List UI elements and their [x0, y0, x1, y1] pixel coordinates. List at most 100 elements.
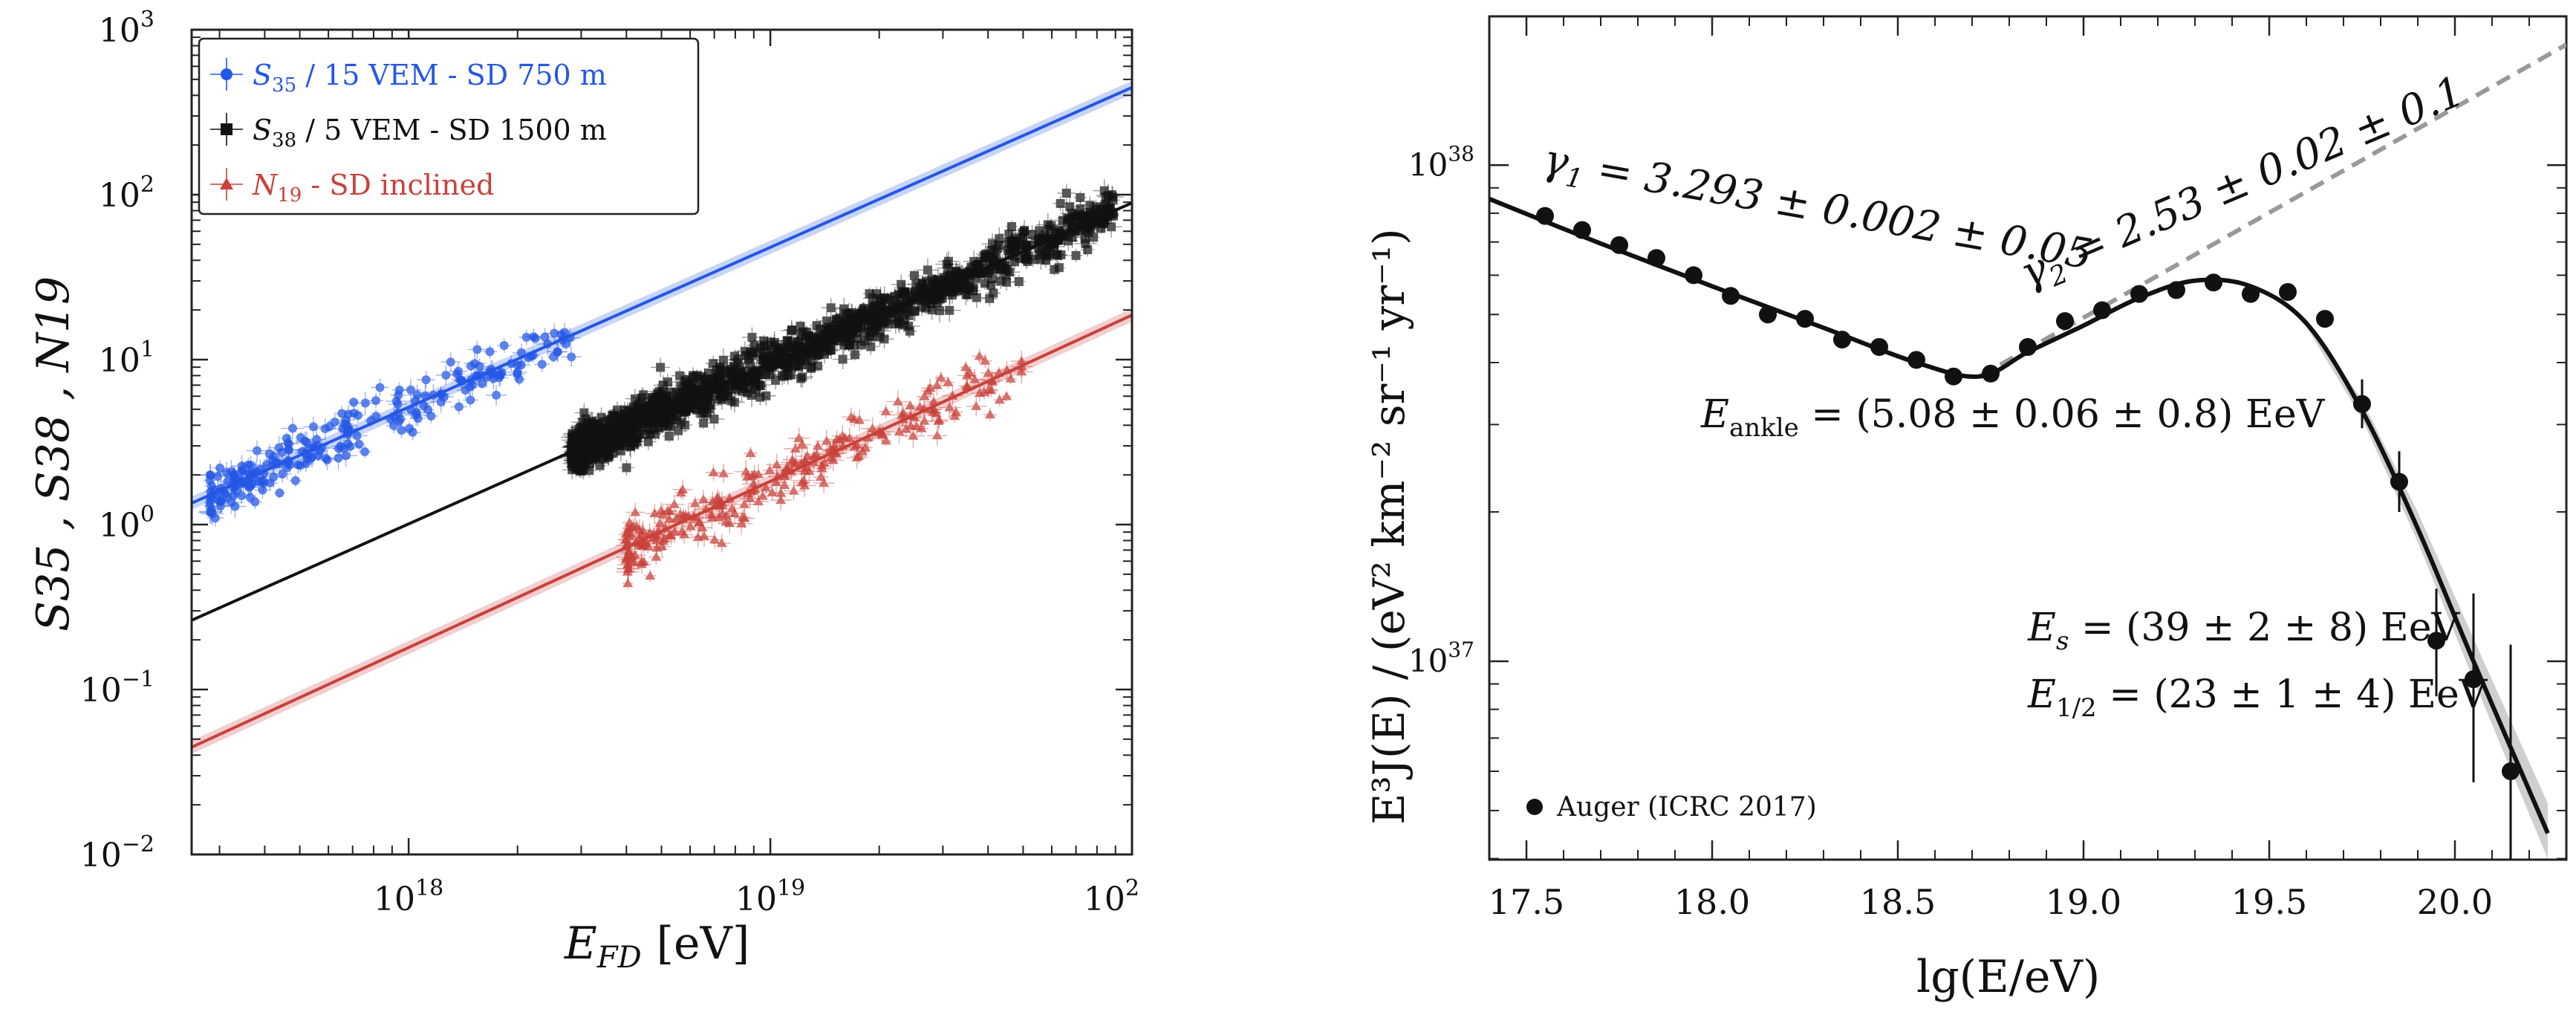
data-point-circle [358, 445, 371, 458]
data-point-circle [560, 337, 572, 350]
marker-circle [261, 460, 271, 470]
marker-circle [360, 398, 370, 408]
data-point-circle [468, 340, 487, 359]
marker-square [943, 263, 953, 273]
marker-circle [516, 348, 526, 357]
data-point-circle [296, 431, 318, 454]
data-point-square [793, 327, 808, 343]
marker-circle [394, 385, 404, 395]
marker-circle [296, 461, 305, 470]
data-point-circle [449, 362, 468, 381]
marker-circle [528, 351, 538, 360]
marker-circle [205, 501, 215, 510]
marker-circle [492, 390, 501, 400]
data-point-square [1036, 212, 1060, 237]
data-point-square [795, 320, 807, 332]
marker-circle [215, 463, 225, 473]
data-point-square [920, 276, 932, 287]
marker-circle [312, 441, 322, 450]
marker-circle [216, 484, 226, 493]
marker-circle [477, 379, 487, 389]
marker-circle [404, 424, 414, 433]
data-point-circle [305, 434, 329, 457]
marker-circle [406, 405, 416, 415]
data-point-square [821, 298, 841, 318]
data-point-circle [263, 450, 282, 470]
marker-circle [221, 468, 231, 478]
marker-circle [499, 340, 509, 350]
marker-circle [337, 409, 347, 418]
data-point-circle [247, 494, 262, 510]
data-point-circle [282, 456, 299, 473]
data-point-circle [247, 440, 267, 461]
marker-circle [267, 455, 277, 464]
marker-circle [529, 332, 539, 342]
marker-square [985, 265, 995, 275]
marker-circle [341, 451, 351, 461]
data-point-circle [561, 346, 582, 368]
data-point-circle [482, 344, 498, 360]
marker-circle [454, 402, 464, 412]
data-point-circle [526, 348, 541, 363]
marker-circle [556, 330, 566, 340]
marker-circle [553, 347, 562, 357]
marker-square [664, 432, 674, 441]
data-point-circle [482, 364, 498, 380]
marker-circle [334, 453, 343, 463]
marker-circle [420, 391, 430, 400]
marker-circle [454, 366, 464, 376]
marker-circle [256, 464, 265, 474]
marker-circle [322, 455, 332, 464]
data-point-square [651, 357, 670, 377]
marker-circle [436, 389, 446, 399]
data-point-circle [536, 328, 554, 346]
data-point-circle [331, 441, 346, 455]
marker-circle [513, 360, 522, 370]
marker-circle [543, 339, 553, 348]
marker-circle [457, 375, 466, 385]
marker-circle [397, 426, 406, 435]
data-point-circle [471, 358, 488, 374]
marker-circle [296, 432, 305, 442]
marker-circle [371, 396, 381, 406]
marker-circle [302, 438, 311, 447]
marker-circle [537, 360, 547, 369]
data-point-square [619, 460, 634, 476]
data-point-circle [440, 351, 461, 372]
data-point-circle [496, 338, 512, 353]
data-point-square [1053, 195, 1068, 212]
marker-circle [349, 398, 359, 407]
data-point-circle [386, 390, 407, 412]
data-point-circle [544, 322, 565, 344]
data-point-circle [510, 358, 524, 372]
data-point-circle [214, 495, 227, 507]
marker-circle [472, 345, 482, 354]
data-point-circle [303, 416, 324, 437]
marker-circle [391, 397, 401, 406]
marker-square [1006, 222, 1016, 232]
marker-circle [413, 414, 423, 424]
data-point-circle [348, 397, 360, 408]
marker-circle [253, 446, 262, 455]
data-point-square [833, 349, 853, 370]
marker-square [579, 408, 589, 418]
data-point-circle [258, 457, 274, 473]
data-point-circle [463, 392, 478, 408]
data-point-circle [525, 328, 542, 345]
data-point-circle [274, 487, 285, 499]
marker-circle [230, 472, 239, 481]
data-point-circle [353, 438, 365, 450]
data-point-circle [402, 421, 417, 436]
marker-circle [550, 328, 559, 338]
data-point-square [741, 327, 763, 348]
marker-circle [215, 496, 225, 506]
marker-square [663, 377, 672, 387]
data-point-circle [250, 459, 270, 480]
marker-circle [344, 409, 354, 419]
data-point-circle [391, 382, 407, 398]
marker-circle [423, 405, 433, 415]
marker-circle [521, 332, 531, 342]
marker-square [622, 463, 631, 473]
data-point-circle [534, 356, 550, 372]
